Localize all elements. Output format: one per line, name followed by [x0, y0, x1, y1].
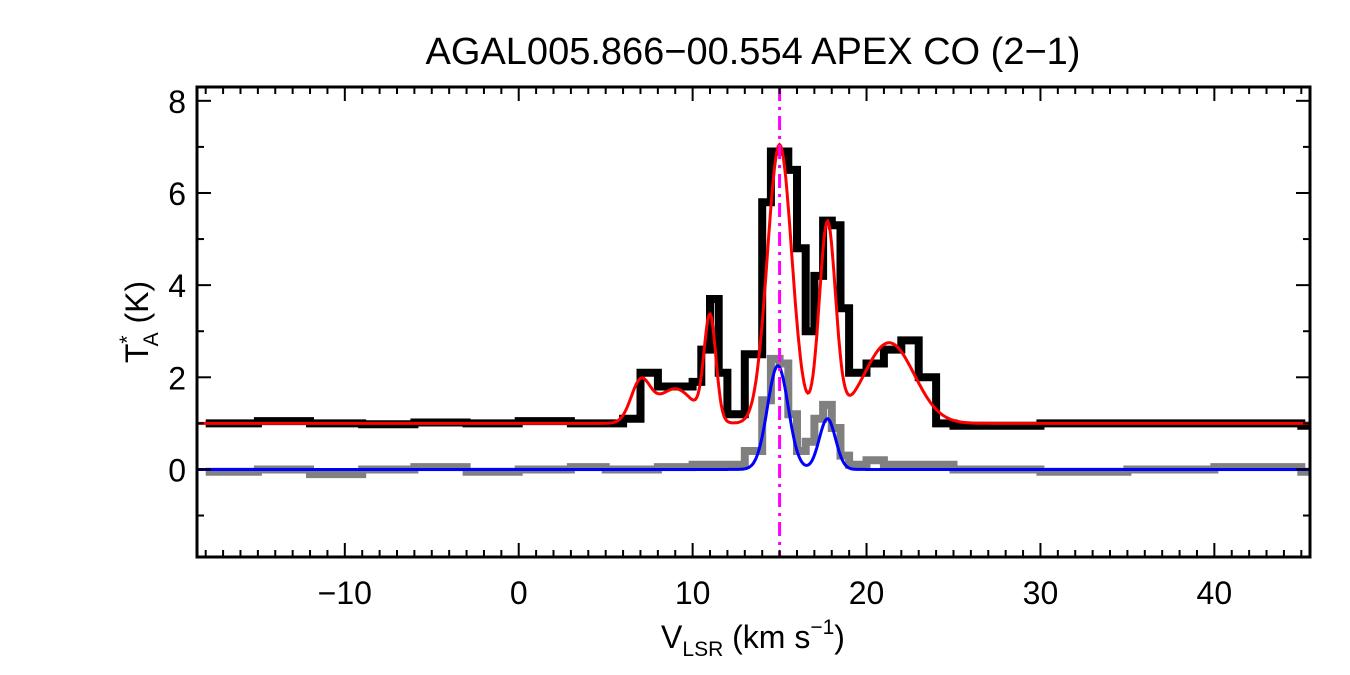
x-tick-label: 0	[510, 575, 528, 611]
y-tick-label: 2	[168, 360, 186, 396]
x-axis-label-superscript: −1	[810, 616, 834, 639]
x-tick-labels: −10 0 10 20 30 40	[318, 575, 1232, 611]
x-tick-label: 30	[1023, 575, 1059, 611]
y-axis-label-unit: (K)	[119, 281, 155, 333]
x-axis-label: VLSR (km s−1)	[661, 616, 845, 661]
y-tick-label: 4	[168, 268, 186, 304]
x-axis-label-subscript: LSR	[682, 638, 723, 661]
total-fit-curve	[197, 142, 1310, 425]
plot-area	[197, 87, 1310, 557]
x-axis-label-main: V	[661, 619, 683, 655]
y-axis-label-subscript: A	[140, 332, 163, 346]
y-axis-label-superscript: *	[116, 335, 139, 343]
chart-title: AGAL005.866−00.554 APEX CO (2−1)	[426, 31, 1081, 73]
y-tick-label: 6	[168, 176, 186, 212]
x-tick-label: 40	[1197, 575, 1233, 611]
axis-ticks	[197, 87, 1310, 557]
x-tick-label: 20	[849, 575, 885, 611]
y-tick-label: 8	[168, 84, 186, 120]
y-axis-label-main: T	[119, 344, 155, 364]
x-axis-label-unit: (km s	[723, 619, 810, 655]
x-axis-label-end: )	[834, 619, 845, 655]
residual-spectrum	[205, 354, 1310, 479]
y-axis-label: T*A (K)	[116, 281, 163, 363]
y-tick-label: 0	[168, 452, 186, 488]
x-tick-label: 10	[675, 575, 711, 611]
y-tick-labels: 0 2 4 6 8	[168, 84, 186, 489]
component-fit-curve	[197, 364, 1310, 471]
plot-frame	[195, 85, 1312, 559]
x-tick-label: −10	[318, 575, 372, 611]
